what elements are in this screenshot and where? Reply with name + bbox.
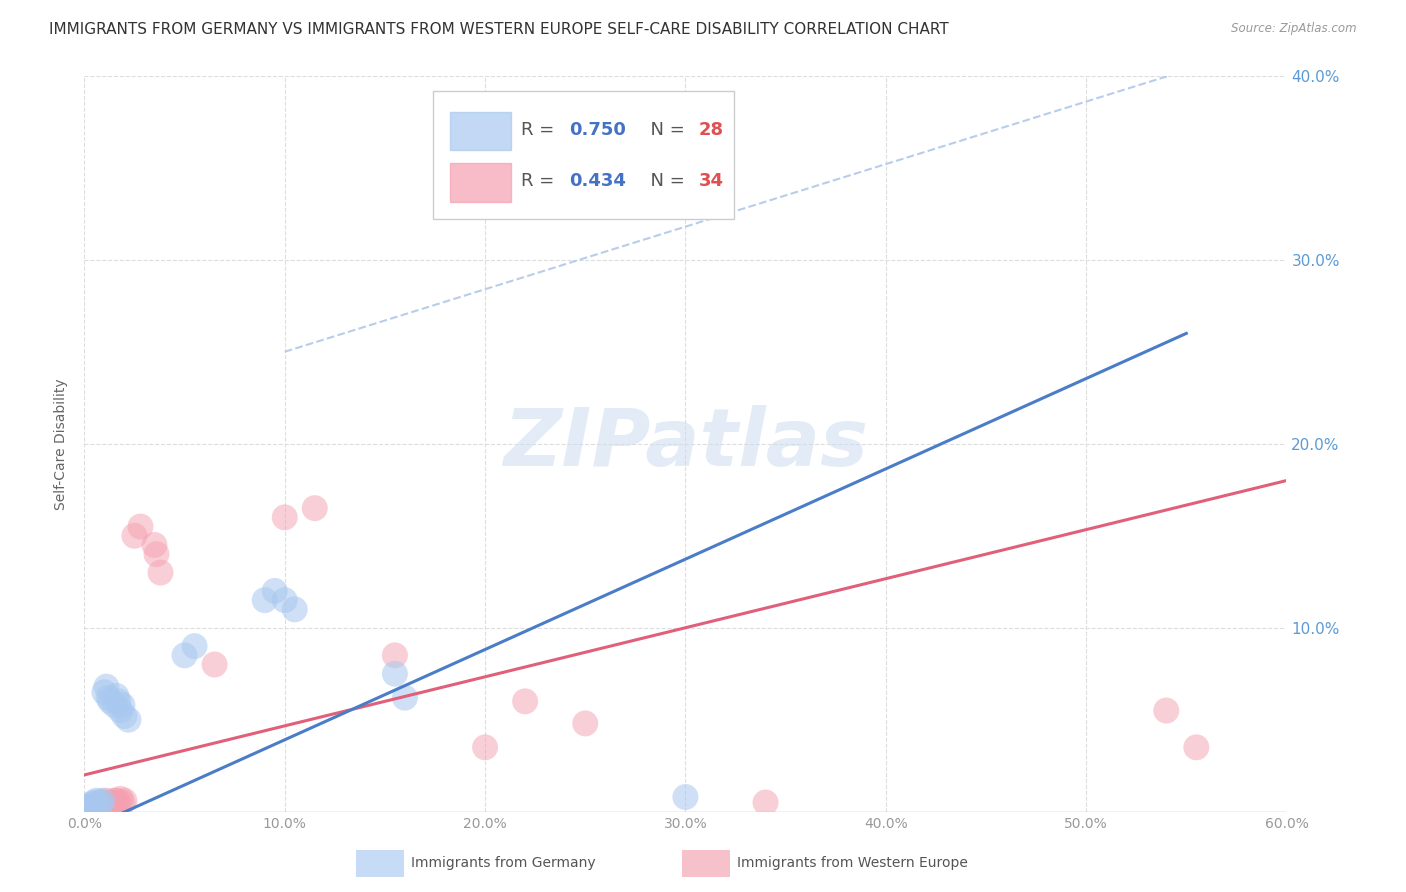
Point [143,538,166,552]
Point [110,792,132,806]
Point [284,602,307,616]
Text: 34: 34 [699,172,724,190]
Text: ZIPatlas: ZIPatlas [503,405,868,483]
Point [173,648,195,663]
Point [86,797,108,812]
Point [117,713,139,727]
Point [87,796,110,810]
Point [82,799,104,814]
Point [97,690,120,705]
Point [515,694,537,708]
Point [110,704,132,718]
Text: Source: ZipAtlas.com: Source: ZipAtlas.com [1232,22,1357,36]
Point [574,716,596,731]
Point [83,799,105,814]
Point [89,796,111,810]
Point [87,799,110,814]
Text: Immigrants from Western Europe: Immigrants from Western Europe [737,856,967,871]
Point [105,794,128,808]
Point [384,648,406,663]
Point [103,698,125,712]
Point [183,639,205,653]
Point [107,796,129,810]
Text: 0.750: 0.750 [569,120,626,138]
Point [474,740,496,755]
Point [107,694,129,708]
Text: Immigrants from Germany: Immigrants from Germany [411,856,595,871]
Point [304,501,326,516]
Point [394,690,416,705]
Point [675,790,697,805]
Text: 0.434: 0.434 [569,172,626,190]
Point [124,529,146,543]
Point [204,657,226,672]
Point [149,566,172,580]
Point [114,794,135,808]
Point [1156,704,1178,718]
Point [82,801,104,815]
Point [89,797,111,812]
Point [253,593,276,607]
Point [96,794,118,808]
Point [114,709,135,723]
Point [77,801,100,815]
Point [129,519,152,533]
Point [100,796,122,810]
Text: R =: R = [520,172,560,190]
Point [274,510,297,524]
Point [79,797,101,812]
Point [97,797,120,812]
Point [755,796,778,810]
FancyBboxPatch shape [450,163,512,202]
Text: IMMIGRANTS FROM GERMANY VS IMMIGRANTS FROM WESTERN EUROPE SELF-CARE DISABILITY C: IMMIGRANTS FROM GERMANY VS IMMIGRANTS FR… [49,22,949,37]
Point [111,698,134,712]
Text: N =: N = [638,120,690,138]
FancyBboxPatch shape [433,90,734,219]
Point [145,547,167,561]
Text: R =: R = [520,120,560,138]
Point [695,169,717,184]
Point [93,796,115,810]
Point [96,680,118,694]
FancyBboxPatch shape [450,112,512,150]
Point [274,593,297,607]
Point [91,797,114,812]
Point [77,801,100,815]
Point [103,794,125,808]
Point [384,666,406,681]
Text: 28: 28 [699,120,724,138]
Point [105,689,128,703]
Point [1185,740,1208,755]
Point [111,796,134,810]
Point [263,584,285,599]
Point [100,694,122,708]
Text: N =: N = [638,172,690,190]
Point [86,794,108,808]
Y-axis label: Self-Care Disability: Self-Care Disability [55,378,69,509]
Point [93,685,115,699]
Point [83,796,105,810]
Point [91,794,114,808]
Point [79,799,101,814]
